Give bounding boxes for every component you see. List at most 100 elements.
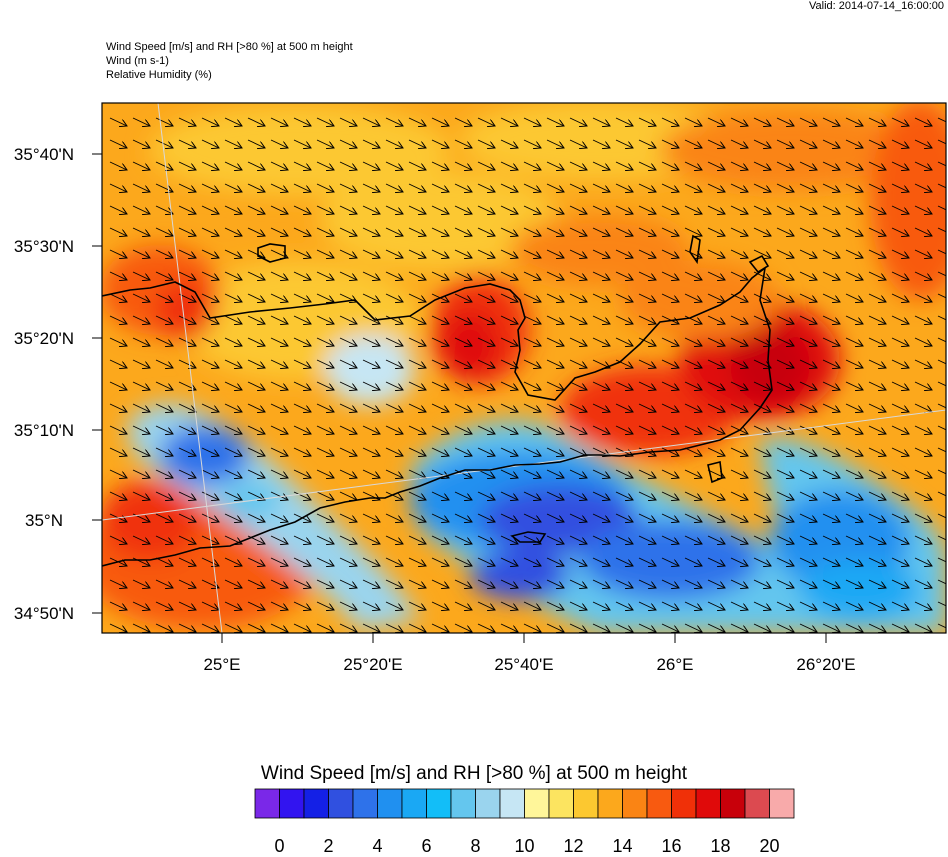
wind-arrow — [523, 271, 541, 280]
wind-arrow — [914, 249, 932, 258]
wind-arrow — [431, 161, 449, 170]
wind-arrow — [408, 601, 426, 610]
wind-arrow — [132, 579, 150, 588]
wind-arrow — [776, 469, 794, 478]
wind-arrow — [109, 249, 127, 258]
wind-arrow — [224, 271, 242, 280]
wind-arrow — [638, 183, 656, 192]
wind-arrow — [362, 183, 380, 192]
wind-arrow — [385, 249, 403, 258]
wind-arrow — [914, 535, 932, 544]
wind-arrow — [385, 491, 403, 500]
wind-arrow — [293, 447, 311, 456]
wind-arrow — [155, 579, 173, 588]
wind-arrow — [132, 249, 150, 258]
wind-arrow — [937, 447, 946, 453]
wind-arrow — [546, 293, 564, 302]
wind-arrow — [707, 557, 725, 566]
colorbar-tick-label: 10 — [514, 836, 535, 856]
wind-arrow — [592, 535, 610, 544]
wind-arrow — [730, 601, 748, 610]
wind-arrow — [684, 557, 702, 566]
rh-label: Relative Humidity (%) — [106, 69, 212, 81]
lon-label: 25°E — [203, 655, 240, 674]
colorbar-tick-label: 18 — [710, 836, 731, 856]
wind-arrow — [684, 139, 702, 148]
wind-arrow — [891, 557, 909, 566]
wind-arrow — [845, 535, 863, 544]
wind-arrow — [201, 183, 219, 192]
wind-arrow — [937, 579, 946, 585]
wind-arrow — [799, 601, 817, 610]
wind-arrow — [638, 425, 656, 434]
wind-arrow — [201, 359, 219, 368]
wind-arrow — [477, 359, 495, 368]
wind-arrow — [224, 469, 242, 478]
wind-arrow — [868, 469, 886, 478]
colorbar-swatch — [695, 788, 721, 819]
wind-arrow — [178, 337, 196, 346]
wind-arrow — [316, 205, 334, 214]
wind-arrow — [661, 513, 679, 522]
wind-arrow — [247, 513, 265, 522]
wind-arrow — [776, 447, 794, 456]
wind-arrow — [477, 535, 495, 544]
wind-arrow — [224, 601, 242, 610]
wind-arrow — [753, 139, 771, 148]
wind-arrow — [707, 161, 725, 170]
wind-arrow — [937, 139, 946, 145]
wind-arrow — [155, 623, 173, 632]
lat-label: 35°N — [25, 511, 63, 530]
wind-arrow — [500, 403, 518, 412]
lat-label: 35°20'N — [14, 329, 74, 348]
wind-arrow — [753, 491, 771, 500]
wind-arrow — [270, 381, 288, 390]
wind-arrow — [799, 403, 817, 412]
colorbar-swatch — [646, 788, 672, 819]
wind-arrow — [201, 227, 219, 236]
wind-arrow — [546, 249, 564, 258]
wind-arrow — [293, 293, 311, 302]
wind-arrow — [891, 469, 909, 478]
wind-arrow — [592, 205, 610, 214]
wind-arrow — [293, 227, 311, 236]
wind-arrow — [753, 601, 771, 610]
wind-arrow — [569, 315, 587, 324]
wind-arrow — [592, 315, 610, 324]
wind-arrow — [799, 205, 817, 214]
wind-arrow — [454, 425, 472, 434]
wind-arrow — [891, 491, 909, 500]
wind-arrow — [707, 535, 725, 544]
wind-arrow — [707, 139, 725, 148]
wind-arrow — [799, 623, 817, 632]
wind-arrow — [316, 447, 334, 456]
wind-arrow — [408, 315, 426, 324]
wind-arrow — [937, 381, 946, 387]
wind-arrow — [592, 491, 610, 500]
wind-arrow — [431, 183, 449, 192]
colorbar-tick-label: 0 — [274, 836, 285, 856]
wind-arrow — [753, 205, 771, 214]
wind-arrow — [822, 447, 840, 456]
wind-arrow — [822, 271, 840, 280]
wind-arrow — [224, 359, 242, 368]
wind-arrow — [546, 139, 564, 148]
wind-arrow — [661, 469, 679, 478]
wind-arrow — [270, 469, 288, 478]
wind-arrow — [776, 623, 794, 632]
wind-arrow — [638, 601, 656, 610]
wind-arrow — [523, 183, 541, 192]
wind-arrow — [822, 601, 840, 610]
wind-arrow — [845, 623, 863, 632]
wind-arrow — [178, 315, 196, 324]
wind-arrow — [592, 425, 610, 434]
wind-arrow — [845, 271, 863, 280]
wind-arrow — [707, 447, 725, 456]
wind-arrow — [247, 359, 265, 368]
wind-arrow — [845, 117, 863, 126]
wind-arrow — [109, 447, 127, 456]
wind-arrow — [247, 579, 265, 588]
wind-arrow — [385, 425, 403, 434]
wind-arrow — [937, 535, 946, 541]
wind-arrow — [339, 513, 357, 522]
